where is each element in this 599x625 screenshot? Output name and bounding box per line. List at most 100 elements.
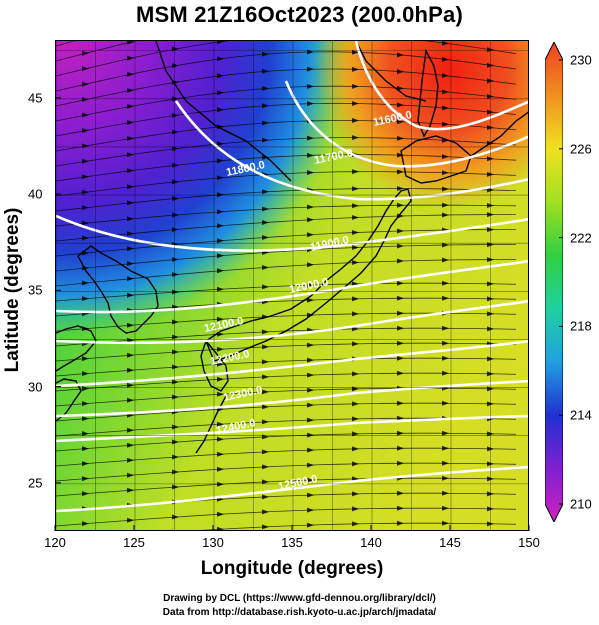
streamline-arrow: [127, 200, 134, 206]
streamline-arrow: [262, 329, 269, 335]
streamline-arrow: [397, 520, 404, 526]
streamline-arrow: [262, 419, 269, 425]
streamline-arrow: [352, 341, 359, 347]
streamline-arrow: [397, 310, 404, 316]
streamline-arrow: [307, 66, 314, 72]
streamline-arrow: [82, 280, 89, 286]
streamline-arrow: [397, 213, 404, 219]
streamline-arrow: [397, 280, 404, 286]
credit-drawing: Drawing by DCL (https://www.gfd-dennou.o…: [163, 593, 436, 604]
streamline-arrow: [352, 118, 359, 124]
streamline-arrow: [217, 90, 224, 96]
streamline-arrow: [397, 119, 404, 125]
streamline-arrow: [307, 282, 314, 288]
streamline-arrow: [82, 521, 89, 527]
streamline-arrow: [442, 186, 449, 192]
lat-lon-grid: [56, 41, 528, 530]
streamline-arrow: [82, 127, 89, 133]
streamline-arrow: [397, 243, 404, 249]
streamline-arrow: [82, 401, 89, 407]
streamline-arrow: [172, 46, 179, 52]
streamline-arrow: [127, 337, 134, 343]
streamline-arrow: [172, 129, 179, 135]
streamline-arrow: [352, 416, 359, 422]
streamline-arrow: [262, 284, 269, 290]
streamline-arrow: [442, 325, 449, 331]
streamline-arrow: [352, 230, 359, 236]
x-tick-label: 130: [202, 535, 224, 550]
streamline-arrow: [307, 507, 314, 513]
streamline-arrow: [307, 372, 314, 378]
colorbar-tick-label: 222: [570, 230, 592, 246]
streamline-arrow: [442, 89, 449, 95]
coastline-hokkaido: [400, 135, 472, 184]
streamline-arrow: [127, 472, 134, 478]
x-tick-label: 135: [281, 535, 303, 550]
coastline-russia: [155, 41, 427, 182]
streamline-arrow: [82, 491, 89, 497]
streamline-arrow: [352, 296, 359, 302]
coastline-kurils: [470, 111, 528, 157]
streamline-arrow: [172, 162, 179, 168]
streamline-arrow: [352, 431, 359, 437]
streamline-arrow: [307, 152, 314, 158]
streamline-arrow: [307, 262, 314, 268]
streamline-arrow: [217, 141, 224, 147]
streamline-arrow: [397, 370, 404, 376]
streamline-arrow: [262, 464, 269, 470]
streamline-arrow: [352, 311, 359, 317]
streamline-arrow: [217, 175, 224, 181]
streamline-arrow: [82, 189, 89, 195]
streamline-arrow: [397, 69, 404, 75]
streamline-arrow: [262, 359, 269, 365]
streamline-arrow: [352, 521, 359, 527]
streamline-arrow: [442, 490, 449, 496]
streamline-arrow: [172, 484, 179, 490]
streamline-arrow: [352, 186, 359, 192]
streamline-arrow: [442, 121, 449, 127]
streamline-arrow: [217, 526, 224, 530]
height-contour: [56, 414, 528, 443]
x-tick-label: 120: [44, 535, 66, 550]
streamline-arrow: [127, 41, 134, 45]
streamline-arrow: [82, 416, 89, 422]
coastline-kyushu: [200, 339, 229, 392]
streamline-arrow: [262, 120, 269, 126]
streamline-arrow: [397, 169, 404, 175]
streamline-arrow: [127, 168, 134, 174]
streamline-arrow: [262, 509, 269, 515]
streamline-arrow: [127, 261, 134, 267]
streamline-arrow: [442, 355, 449, 361]
streamline-arrow: [217, 238, 224, 244]
height-contour: [56, 214, 528, 252]
streamline-arrow: [217, 253, 224, 259]
streamline-arrow: [127, 276, 134, 282]
streamline-arrow: [442, 257, 449, 263]
colorbar: [545, 42, 563, 522]
streamline-arrow: [172, 439, 179, 445]
streamline-arrow: [82, 431, 89, 437]
height-contour: [56, 379, 528, 418]
streamline-arrow: [397, 505, 404, 511]
streamline-arrow: [262, 219, 269, 225]
streamline-arrow: [307, 232, 314, 238]
streamline-arrow: [442, 370, 449, 376]
streamline-arrow: [172, 257, 179, 263]
streamline-arrow: [172, 227, 179, 233]
colorbar-tick-label: 214: [570, 407, 592, 423]
height-contour: [354, 41, 528, 131]
streamline-arrow: [397, 295, 404, 301]
streamline-arrow: [262, 494, 269, 500]
streamline-arrow: [127, 457, 134, 463]
streamline-arrow: [442, 505, 449, 511]
streamline-arrow: [262, 389, 269, 395]
streamline-arrow: [262, 524, 269, 530]
streamline-arrow: [307, 402, 314, 408]
streamline-arrow: [307, 217, 314, 223]
streamline-arrow: [82, 476, 89, 482]
x-axis-label: Longitude (degrees): [200, 558, 384, 579]
streamline-arrow: [127, 184, 134, 190]
streamline-arrow: [127, 352, 134, 358]
map-canvas: [56, 41, 528, 530]
streamline-arrow: [172, 334, 179, 340]
